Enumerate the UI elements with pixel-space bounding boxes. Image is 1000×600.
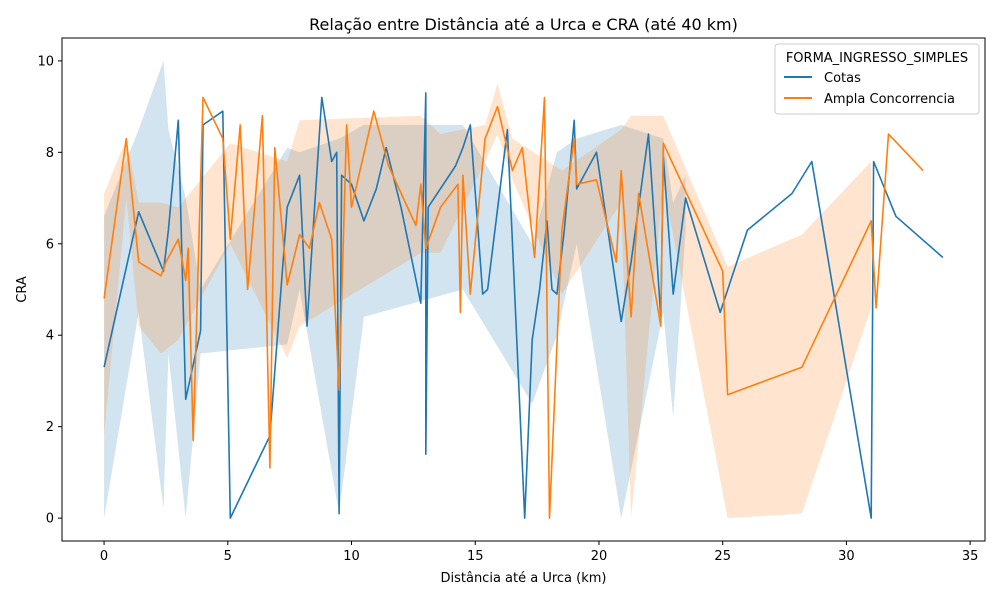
x-tick-label: 20 [591,549,608,564]
x-tick-label: 35 [962,549,979,564]
plot-frame [61,37,986,542]
x-tick-label: 15 [467,549,484,564]
y-tick-label: 0 [46,512,54,527]
legend: FORMA_INGRESSO_SIMPLES Cotas Ampla Conco… [774,43,980,115]
x-axis: 0 5 10 15 20 25 30 35 [100,541,978,564]
y-axis: 0 2 4 6 8 10 [37,54,62,527]
x-tick-label: 25 [714,549,731,564]
y-tick-label: 4 [46,329,54,344]
series-line-ampla-concorrencia [103,96,924,519]
x-tick-label: 10 [343,549,360,564]
y-tick-label: 8 [46,146,54,161]
series-line-cotas [103,92,944,519]
confidence-bands [104,60,872,519]
confidence-band-ampla-concorrencia [104,83,872,519]
legend-label-cotas: Cotas [824,71,861,86]
legend-title: FORMA_INGRESSO_SIMPLES [786,51,968,66]
x-tick-label: 0 [100,549,108,564]
y-axis-title: CRA [15,276,30,303]
legend-box [774,43,980,115]
y-tick-label: 10 [37,54,54,69]
x-axis-title: Distância até a Urca (km) [440,571,606,586]
y-tick-label: 6 [46,237,54,252]
x-tick-label: 30 [838,549,855,564]
series-lines [103,92,944,519]
y-tick-label: 2 [46,420,54,435]
legend-label-ampla-concorrencia: Ampla Concorrencia [824,92,955,107]
confidence-band-cotas [104,60,686,519]
x-tick-label: 5 [224,549,232,564]
chart-title: Relação entre Distância até a Urca e CRA… [309,15,738,34]
